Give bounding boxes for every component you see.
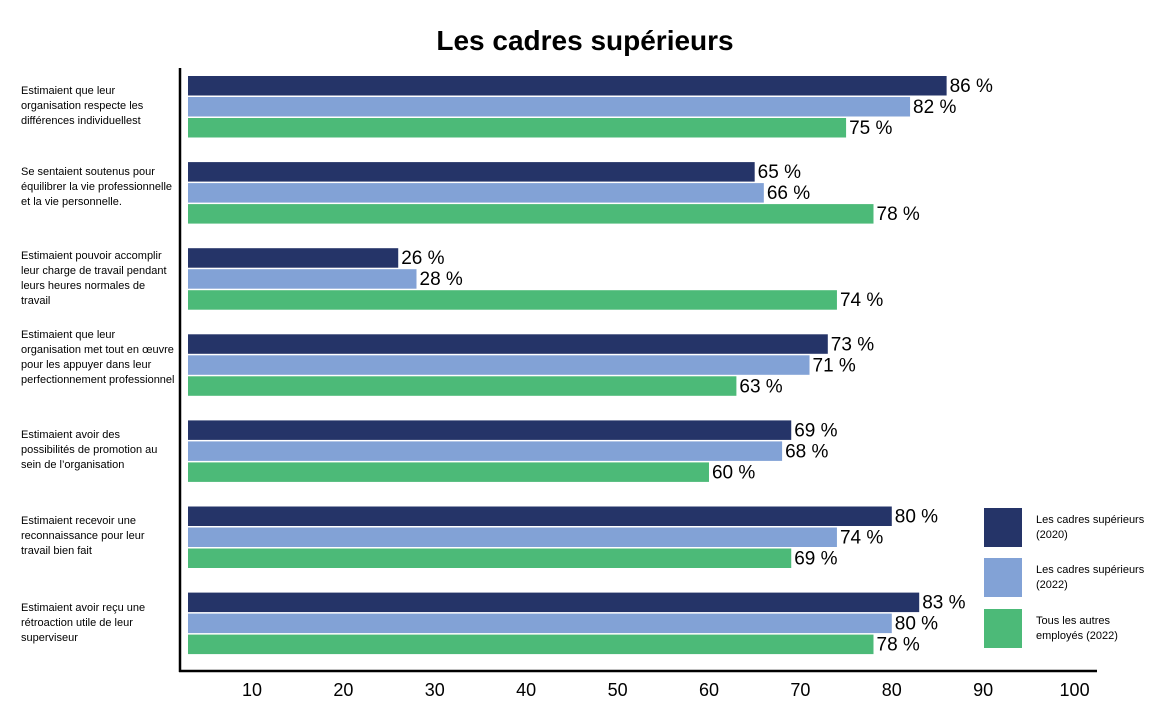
- bar-6-series-2: [188, 527, 837, 547]
- x-tick-label: 90: [973, 680, 993, 700]
- bar-1-series-2: [188, 97, 911, 117]
- bar-2-series-1: [188, 162, 755, 182]
- category-label-7: Estimaient avoir reçu une rétroaction ut…: [21, 602, 146, 644]
- bar-6-series-1: [188, 506, 892, 526]
- legend-swatch: [984, 558, 1022, 597]
- x-tick-label: 60: [699, 680, 719, 700]
- x-tick-label: 80: [882, 680, 902, 700]
- x-tick-label: 50: [608, 680, 628, 700]
- value-label-3-series-3: 74 %: [840, 290, 883, 311]
- value-label-7-series-3: 78 %: [877, 635, 920, 656]
- legend-label: Les cadres supérieurs (2020): [1036, 513, 1145, 541]
- x-tick-label: 70: [790, 680, 810, 700]
- value-label-2-series-1: 65 %: [758, 162, 801, 183]
- bar-5-series-1: [188, 420, 792, 440]
- bar-3-series-3: [188, 290, 837, 310]
- category-label-1: Estimaient que leur organisation respect…: [21, 85, 144, 127]
- bar-4-series-2: [188, 355, 810, 375]
- value-label-1-series-1: 86 %: [950, 76, 993, 97]
- value-label-7-series-1: 83 %: [922, 593, 965, 614]
- bar-4-series-3: [188, 376, 737, 396]
- legend-swatch: [984, 508, 1022, 547]
- legend-label: Tous les autres employés (2022): [1036, 614, 1118, 642]
- bar-1-series-1: [188, 76, 947, 96]
- legend-swatch: [984, 609, 1022, 648]
- value-label-6-series-1: 80 %: [895, 507, 938, 528]
- value-label-6-series-3: 69 %: [794, 549, 837, 570]
- x-tick-labels: 10 20 30 40 50 60 70 80 90 100: [242, 680, 1090, 700]
- value-label-4-series-1: 73 %: [831, 334, 874, 355]
- value-label-1-series-2: 82 %: [913, 97, 956, 118]
- legend-item-2: Les cadres supérieurs (2022): [984, 558, 1156, 597]
- x-tick-label: 100: [1060, 680, 1090, 700]
- value-label-1-series-3: 75 %: [849, 118, 892, 139]
- value-label-4-series-3: 63 %: [739, 376, 782, 397]
- category-label-2: Se sentaient soutenus pour équilibrer la…: [21, 166, 173, 208]
- value-label-4-series-2: 71 %: [813, 355, 856, 376]
- category-label-4: Estimaient que leur organisation met tou…: [21, 329, 175, 386]
- bar-1-series-3: [188, 118, 847, 138]
- value-label-3-series-1: 26 %: [401, 248, 444, 269]
- bar-7-series-2: [188, 613, 892, 634]
- category-label-5: Estimaient avoir des possibilités de pro…: [21, 429, 158, 471]
- value-label-6-series-2: 74 %: [840, 528, 883, 549]
- bar-3-series-1: [188, 248, 399, 268]
- category-label-6: Estimaient recevoir une reconnaissance p…: [21, 515, 145, 557]
- bar-7-series-1: [188, 592, 920, 613]
- bar-5-series-2: [188, 441, 783, 461]
- bar-7-series-3: [188, 634, 874, 655]
- x-tick-label: 30: [425, 680, 445, 700]
- value-label-2-series-2: 66 %: [767, 183, 810, 204]
- bar-2-series-3: [188, 204, 874, 224]
- bar-6-series-3: [188, 548, 792, 568]
- value-label-5-series-1: 69 %: [794, 420, 837, 441]
- x-tick-label: 40: [516, 680, 536, 700]
- x-tick-label: 10: [242, 680, 262, 700]
- value-label-3-series-2: 28 %: [420, 269, 463, 290]
- legend-item-3: Tous les autres employés (2022): [984, 609, 1156, 648]
- value-labels: 86 %82 % 75 % 65 %66 % 78 % 26 %28 % 74 % 73 %…: [401, 76, 993, 656]
- value-label-5-series-2: 68 %: [785, 441, 828, 462]
- bar-5-series-3: [188, 462, 709, 482]
- bar-2-series-2: [188, 183, 764, 203]
- category-label-3: Estimaient pouvoir accomplir leur charge…: [21, 250, 167, 307]
- value-label-5-series-3: 60 %: [712, 462, 755, 483]
- bar-3-series-2: [188, 269, 417, 289]
- value-label-2-series-3: 78 %: [877, 204, 920, 225]
- legend-label: Les cadres supérieurs (2022): [1036, 563, 1145, 591]
- bars: [188, 76, 947, 655]
- chart-title: Les cadres supérieurs: [436, 25, 733, 56]
- x-tick-label: 20: [333, 680, 353, 700]
- legend-item-1: Les cadres supérieurs (2020): [984, 508, 1156, 547]
- bar-4-series-1: [188, 334, 828, 354]
- value-label-7-series-2: 80 %: [895, 614, 938, 635]
